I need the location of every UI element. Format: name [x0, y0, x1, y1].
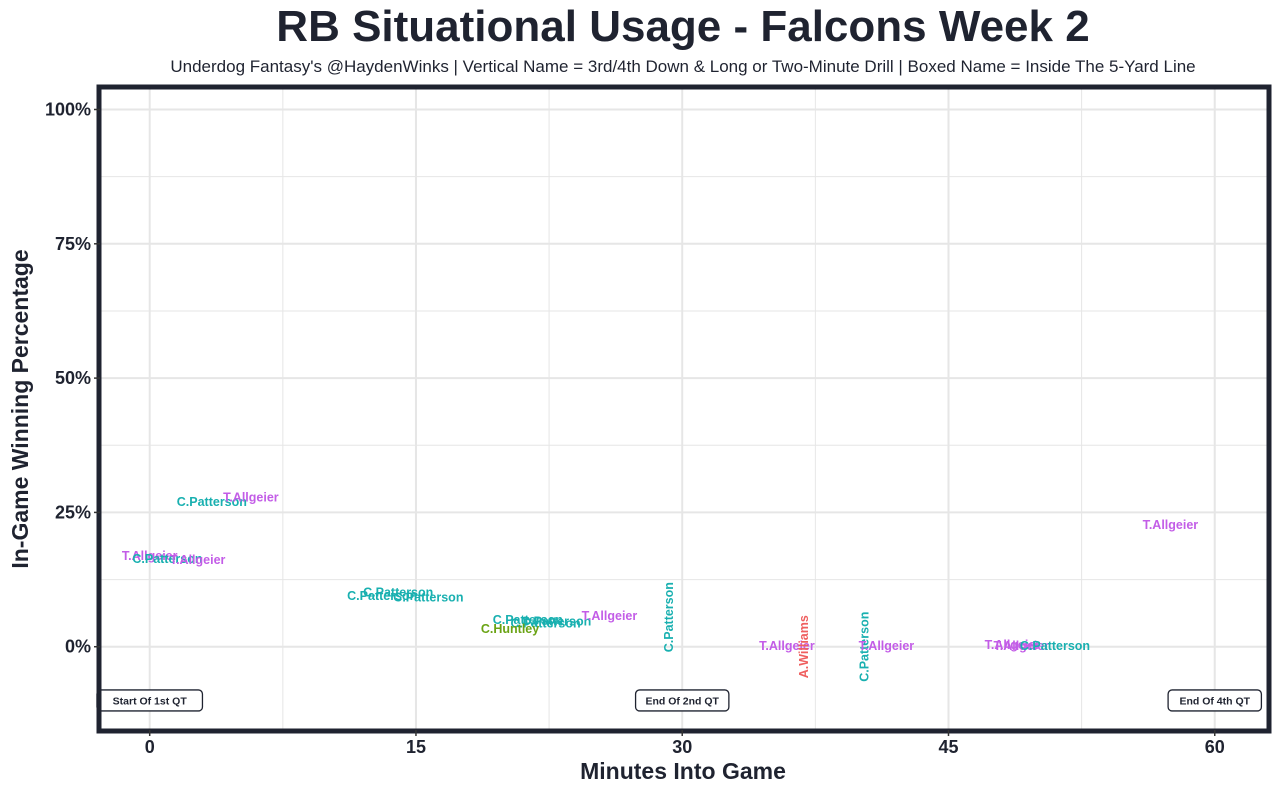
point-label: T.Allgeier	[1143, 518, 1199, 532]
point-label: T.Allgeier	[170, 553, 226, 567]
y-tick-label: 50%	[55, 368, 91, 388]
point-label: T.Allgeier	[759, 639, 815, 653]
point-label: C.Patterson	[132, 552, 202, 566]
x-axis-label: Minutes Into Game	[580, 758, 786, 784]
point-label: T.Allgeier	[582, 609, 638, 623]
x-tick-label: 30	[672, 737, 692, 757]
point-label: C.Patterson	[177, 495, 247, 509]
x-tick-label: 60	[1205, 737, 1225, 757]
y-tick-label: 25%	[55, 502, 91, 522]
quarter-annotation-box	[1167, 689, 1263, 712]
axis-layer: 0 15 30 45 60 0% 25% 50% 75% 100%	[45, 99, 1225, 757]
point-label: T.Allgeier	[985, 638, 1041, 652]
mark-layer: T.AllgeierC.PattersonT.AllgeierC.Patters…	[122, 491, 1198, 682]
point-label: A.Williams	[797, 615, 811, 678]
quarter-annotation-label: Start Of 1st QT	[113, 695, 188, 707]
annotation-layer: Start Of 1st QT End Of 2nd QT End Of 4th Q…	[96, 689, 1263, 712]
point-label: C.Patterson	[510, 616, 580, 630]
x-tick-label: 0	[145, 737, 155, 757]
point-label: C.Patterson	[493, 613, 563, 627]
chart-subtitle: Underdog Fantasy's @HaydenWinks | Vertic…	[170, 57, 1196, 76]
quarter-annotation-box	[634, 689, 730, 712]
x-tick-label: 45	[938, 737, 958, 757]
y-tick-label: 100%	[45, 99, 91, 119]
point-label: C.Patterson	[393, 591, 463, 605]
quarter-annotation-label: End Of 4th QT	[1179, 695, 1250, 707]
point-label: C.Patterson	[521, 614, 591, 628]
point-label: T.Allgeier	[223, 491, 279, 505]
point-label: C.Patterson	[857, 612, 871, 682]
point-label: T.Allgeier	[859, 639, 915, 653]
grid-layer	[100, 88, 1268, 730]
point-label: T.Allgeier	[993, 639, 1049, 653]
point-label: C.Patterson	[662, 582, 676, 652]
y-tick-label: 0%	[65, 637, 91, 657]
y-tick-label: 75%	[55, 234, 91, 254]
x-tick-label: 15	[406, 737, 426, 757]
point-label: T.Allgeier	[122, 549, 178, 563]
chart-title: RB Situational Usage - Falcons Week 2	[276, 2, 1090, 51]
point-label: C.Huntley	[481, 622, 539, 636]
y-axis-label: In-Game Winning Percentage	[7, 249, 33, 568]
quarter-annotation-label: End Of 2nd QT	[645, 695, 719, 707]
plot-frame	[96, 84, 1272, 734]
point-label: C.Patterson	[347, 589, 417, 603]
point-label: C.Patterson	[1020, 639, 1090, 653]
point-label: C.Patterson	[363, 585, 433, 599]
